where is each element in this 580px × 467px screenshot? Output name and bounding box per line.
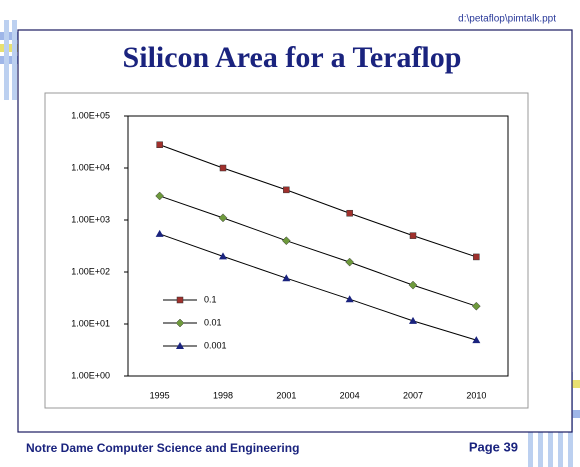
marker [155,229,164,237]
marker [473,253,480,261]
x-tick-label: 2010 [466,390,486,400]
x-tick-label: 2004 [340,390,360,400]
marker [156,141,163,148]
series-line [159,233,477,341]
marker [409,316,417,324]
x-tick-label: 2007 [403,390,423,400]
series-line [159,195,477,307]
footer: Notre Dame Computer Science and Engineer… [26,441,299,455]
series-line [159,144,477,258]
x-tick-label: 1998 [213,390,233,400]
legend-label: 0.1 [204,294,217,304]
marker [472,336,481,344]
legend-label: 0.001 [204,340,227,350]
marker [219,164,227,172]
legend-label: 0.01 [204,317,222,327]
marker [471,301,481,311]
x-tick-label: 1995 [150,390,170,400]
page-number: Page 39 [469,439,518,454]
marker [282,274,291,282]
legend-marker [175,318,185,328]
marker [219,252,227,260]
x-tick-label: 2001 [276,390,296,400]
y-tick-label: 1.00E+04 [71,162,110,172]
y-tick-label: 1.00E+03 [71,214,110,224]
marker [345,295,354,303]
marker [346,209,353,217]
marker [218,213,228,223]
plot: 1.00E+00 1.00E+01 1.00E+02 1.00E+03 1.00E+04… [71,110,486,400]
marker [283,186,290,194]
marker [408,280,418,290]
y-tick-label: 1.00E+02 [71,266,110,276]
legend-marker [176,342,184,349]
chart-area [44,92,529,409]
marker [345,257,355,267]
y-tick-label: 1.00E+01 [71,318,110,328]
legend-marker [176,296,184,304]
file-path: d:\petaflop\pimtalk.ppt [458,14,556,25]
marker [281,236,291,246]
chart-title: Silicon Area for a Teraflop [123,41,462,74]
marker [409,232,417,239]
plot-area [127,115,509,377]
marker [155,191,165,201]
y-tick-label: 1.00E+05 [71,110,110,120]
y-tick-label: 1.00E+00 [71,370,110,380]
